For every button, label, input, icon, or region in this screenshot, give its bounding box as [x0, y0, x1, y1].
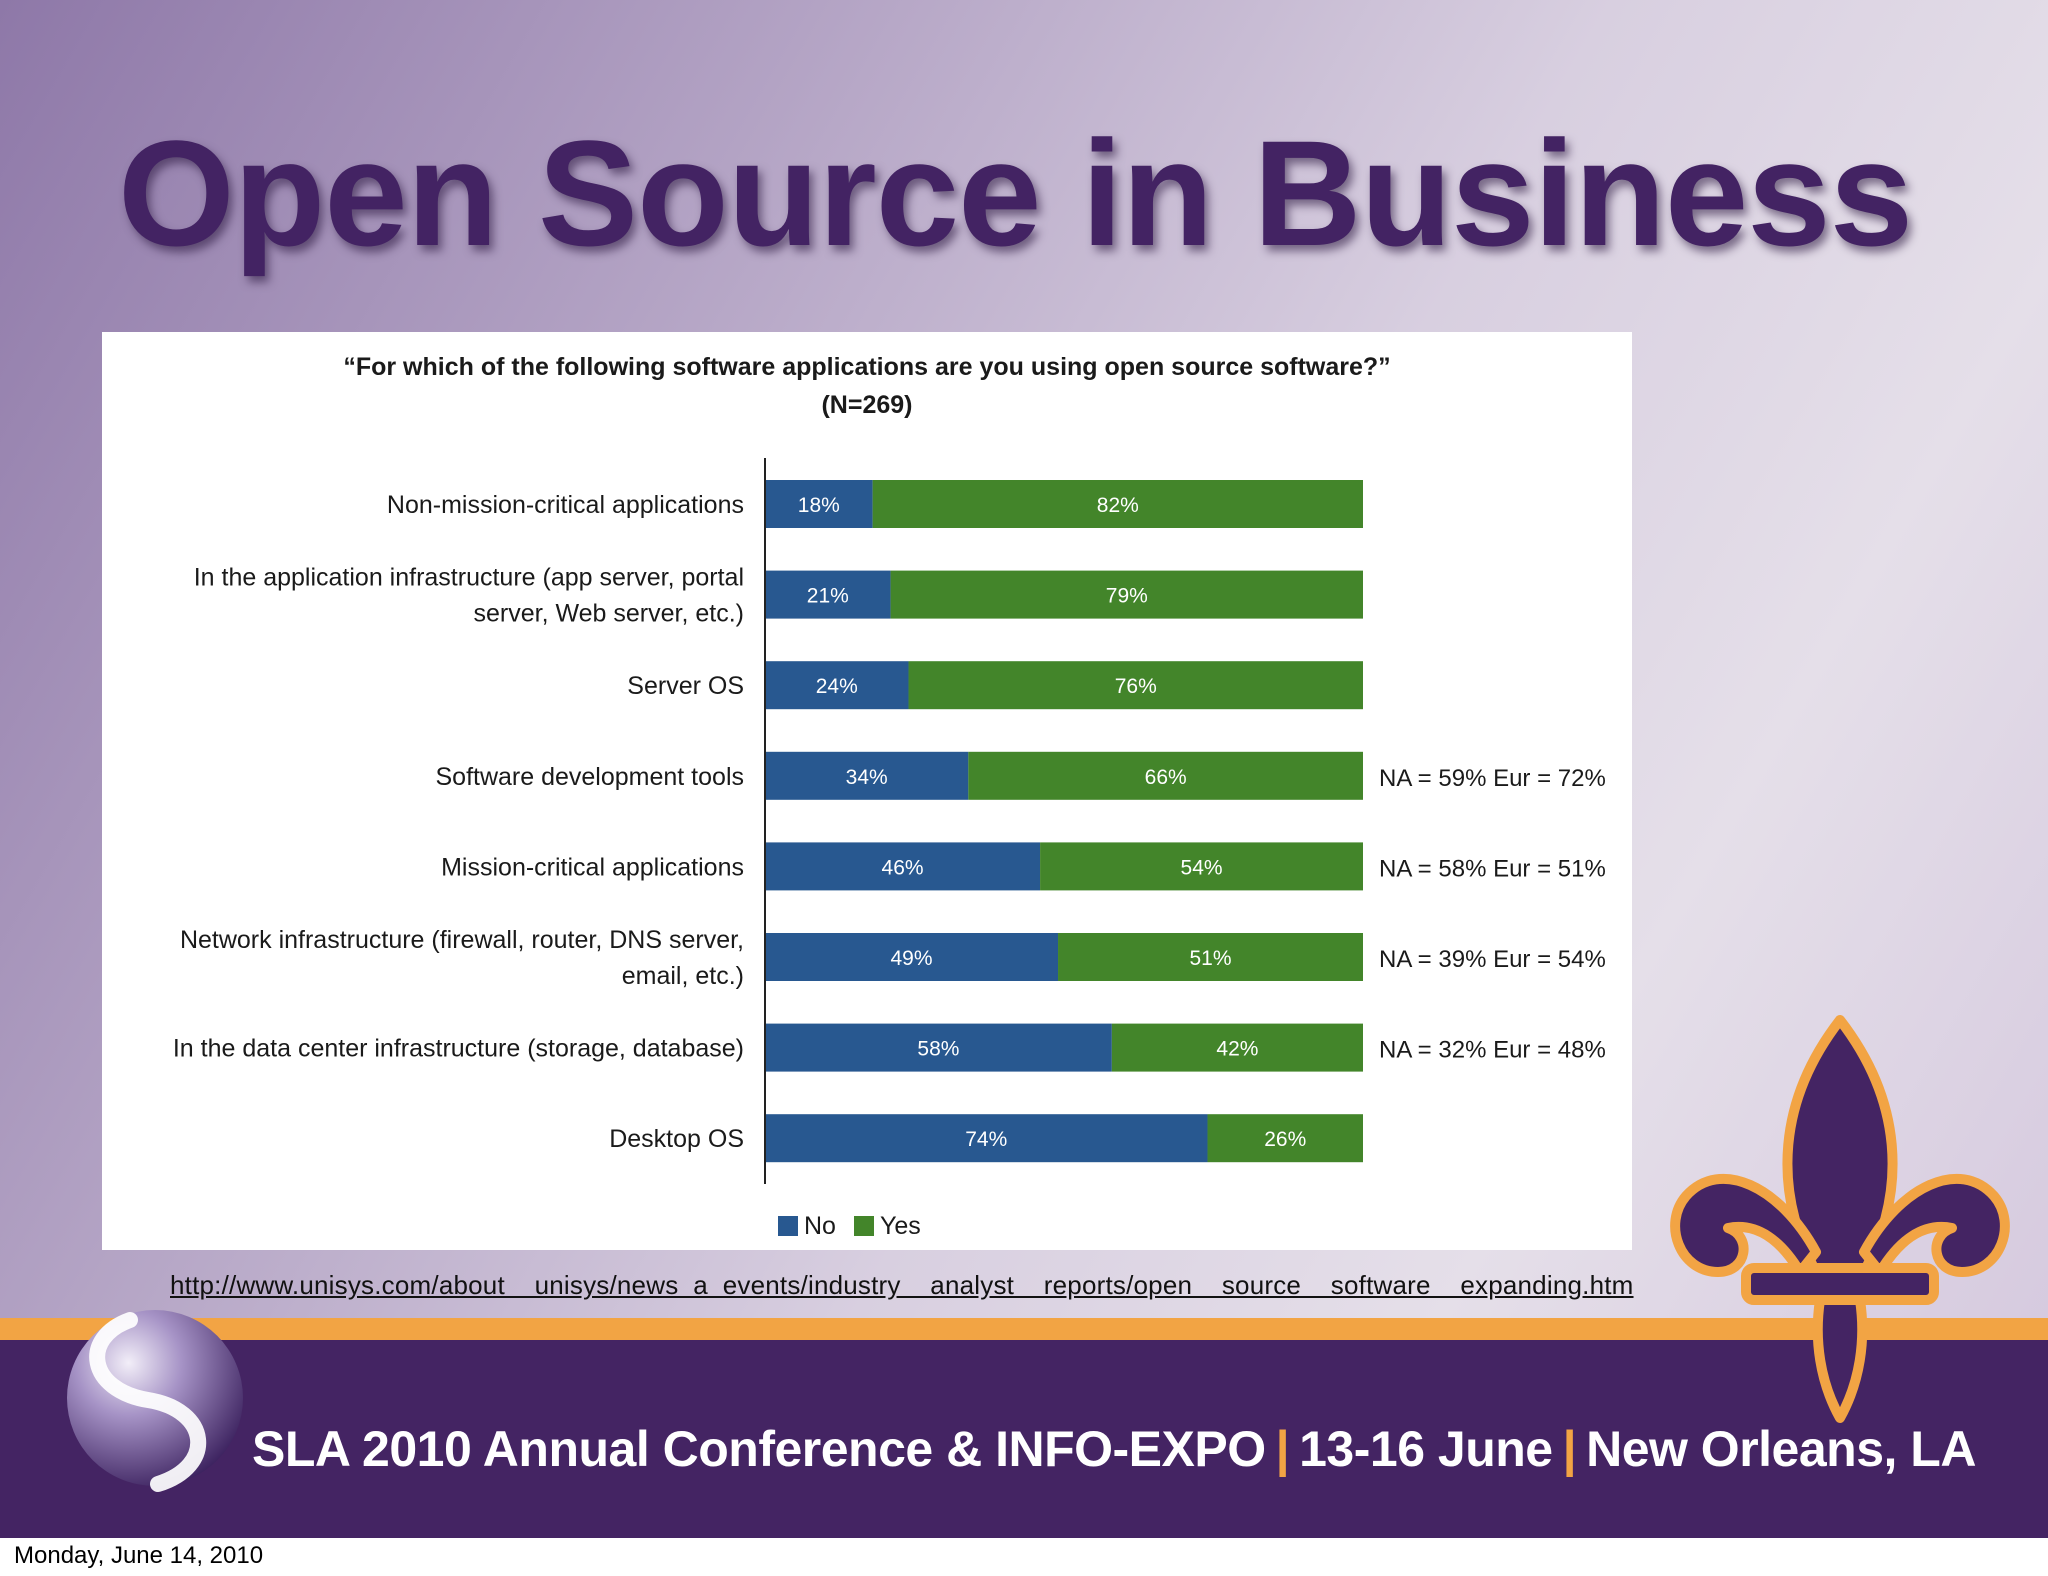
footer-band	[0, 1340, 2048, 1538]
bar-yes	[872, 480, 1363, 528]
slide-title: Open Source in Business	[118, 109, 1913, 277]
data-label: 26%	[1264, 1128, 1306, 1151]
slide: Open Source in Business “For which of th…	[0, 0, 2048, 1538]
data-label: 79%	[1106, 585, 1148, 608]
bar-no	[765, 1023, 1112, 1072]
category-label: Software development tools	[435, 763, 744, 791]
conference-location: New Orleans, LA	[1586, 1421, 1976, 1477]
data-label: 66%	[1145, 766, 1187, 789]
bar-yes	[1111, 1023, 1363, 1072]
legend-swatch-yes	[854, 1216, 874, 1236]
category-label: server, Web server, etc.)	[474, 600, 744, 628]
conference-name: SLA 2010 Annual Conference & INFO-EXPO	[252, 1421, 1266, 1477]
category-label: Server OS	[627, 672, 744, 700]
bar-no	[765, 480, 873, 528]
category-label: Non-mission-critical applications	[387, 491, 744, 519]
fleur-de-lis-icon	[1670, 1015, 2010, 1423]
region-annotation: NA = 58% Eur = 51%	[1379, 855, 1606, 882]
conference-banner: SLA 2010 Annual Conference & INFO-EXPO | 1…	[252, 1420, 1976, 1478]
region-annotation: NA = 59% Eur = 72%	[1379, 765, 1606, 792]
data-label: 18%	[798, 494, 840, 517]
data-label: 82%	[1097, 494, 1139, 517]
date-stamp: Monday, June 14, 2010	[14, 1542, 264, 1569]
category-label: Mission-critical applications	[441, 853, 744, 881]
bar-no	[765, 570, 891, 619]
legend-label: No	[804, 1212, 836, 1240]
chart-subtitle: (N=269)	[821, 391, 912, 419]
sla-logo-icon	[67, 1310, 243, 1492]
bar-no	[765, 933, 1059, 981]
region-annotation: NA = 39% Eur = 54%	[1379, 946, 1606, 973]
bar-yes	[1058, 933, 1363, 981]
legend-label: Yes	[880, 1212, 921, 1240]
data-label: 21%	[807, 585, 849, 608]
legend: No Yes	[778, 1212, 921, 1240]
bars-layer: 18% 82% Non-mission-critical applications 2…	[173, 480, 1606, 1163]
category-label: In the application infrastructure (app s…	[194, 564, 744, 592]
bar-yes	[1040, 842, 1363, 891]
data-label: 49%	[890, 947, 932, 970]
bar-no	[765, 661, 909, 710]
category-label: In the data center infrastructure (stora…	[173, 1035, 744, 1063]
data-label: 74%	[965, 1128, 1007, 1151]
data-label: 51%	[1189, 947, 1231, 970]
data-label: 76%	[1115, 675, 1157, 698]
bar-yes	[890, 570, 1363, 619]
banner-separator: |	[1275, 1421, 1290, 1477]
orange-stripe	[0, 1318, 2048, 1340]
chart-panel: “For which of the following software app…	[102, 332, 1632, 1250]
bar-yes	[908, 661, 1363, 710]
banner-separator: |	[1562, 1421, 1577, 1477]
data-label: 46%	[882, 856, 924, 879]
data-label: 58%	[917, 1038, 959, 1061]
category-label: Network infrastructure (firewall, router…	[180, 926, 744, 954]
data-label: 54%	[1181, 856, 1223, 879]
bar-no	[765, 842, 1041, 891]
bar-yes	[968, 751, 1363, 800]
bar-yes	[1207, 1114, 1363, 1163]
source-link[interactable]: http://www.unisys.com/about unisys/news …	[170, 1270, 1634, 1300]
bar-chart: “For which of the following software app…	[173, 353, 1606, 1240]
conference-dates: 13-16 June	[1299, 1421, 1553, 1477]
category-label: Desktop OS	[609, 1125, 744, 1153]
data-label: 24%	[816, 675, 858, 698]
chart-title: “For which of the following software app…	[343, 353, 1390, 381]
bar-no	[765, 1114, 1208, 1163]
category-label: email, etc.)	[622, 962, 744, 990]
data-label: 42%	[1216, 1038, 1258, 1061]
bar-no	[765, 751, 969, 800]
data-label: 34%	[846, 766, 888, 789]
legend-swatch-no	[778, 1216, 798, 1236]
region-annotation: NA = 32% Eur = 48%	[1379, 1037, 1606, 1064]
